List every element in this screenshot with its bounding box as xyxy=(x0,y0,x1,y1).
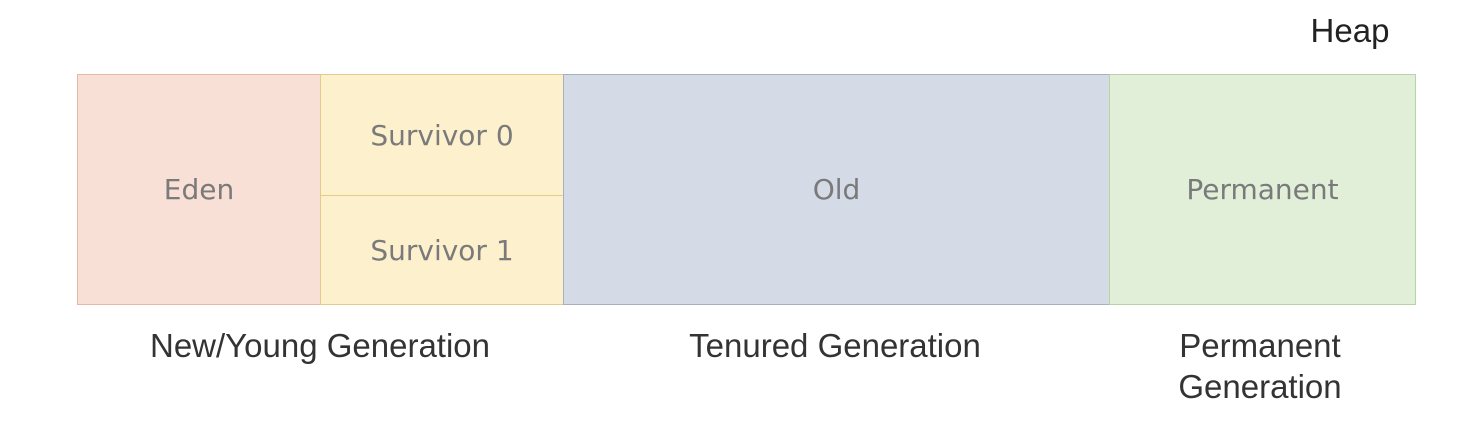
young-generation-label: New/Young Generation xyxy=(149,327,491,364)
old-label: Old xyxy=(812,173,861,206)
eden-region: Eden xyxy=(77,74,321,305)
survivor-1-region: Survivor 1 xyxy=(320,195,564,305)
permanent-generation-line-2: Generation xyxy=(1178,368,1342,405)
survivor-0-region: Survivor 0 xyxy=(320,74,564,196)
permanent-region: Permanent xyxy=(1109,74,1416,305)
permanent-label: Permanent xyxy=(1186,173,1339,206)
eden-label: Eden xyxy=(163,173,235,206)
permanent-generation-label: Permanent Generation xyxy=(1110,325,1410,407)
old-region: Old xyxy=(563,74,1110,305)
permanent-generation-line-1: Permanent xyxy=(1179,327,1341,364)
survivor-1-label: Survivor 1 xyxy=(370,233,514,267)
tenured-generation-label: Tenured Generation xyxy=(689,327,981,364)
survivor-0-label: Survivor 0 xyxy=(370,118,514,152)
heap-title: Heap xyxy=(1310,12,1390,49)
